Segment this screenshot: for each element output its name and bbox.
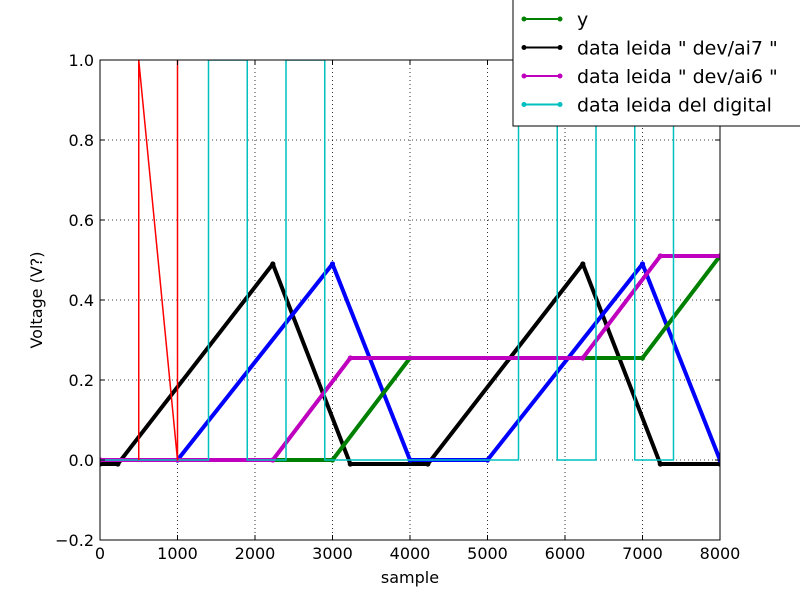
x-tick-label: 7000 (622, 544, 663, 563)
x-tick-label: 4000 (390, 544, 431, 563)
ticks: 0 1000 2000 3000 4000 5000 6000 7000 8000 −0.2 0.0… (55, 51, 740, 563)
series-layer (100, 60, 720, 467)
legend-marker (521, 102, 527, 107)
y-tick-label: 0.0 (69, 451, 94, 470)
legend-marker (557, 45, 563, 50)
series-point (347, 355, 353, 361)
x-tick-label: 6000 (545, 544, 586, 563)
series-point (580, 355, 586, 361)
series-point (347, 461, 353, 467)
legend-label: y (577, 9, 588, 31)
legend-label: data leida " dev/ai6 " (577, 66, 778, 88)
y-axis-label: Voltage (V?) (27, 251, 46, 348)
y-tick-label: −0.2 (55, 531, 94, 550)
y-tick-label: 1.0 (69, 51, 94, 70)
y-tick-label: 0.6 (69, 211, 94, 230)
series-point (717, 253, 720, 259)
series-line-0 (100, 262, 720, 466)
legend-label: data leida del digital (577, 95, 772, 117)
legend-marker (521, 16, 527, 22)
y-tick-label: 0.2 (69, 371, 94, 390)
series-point (639, 261, 646, 267)
x-tick-label: 8000 (700, 544, 741, 563)
series-point (657, 461, 663, 467)
x-tick-label: 3000 (312, 544, 353, 563)
x-tick-label: 1000 (157, 544, 198, 563)
series-point (270, 261, 276, 267)
series-point (115, 461, 121, 467)
y-tick-label: 0.4 (69, 291, 94, 310)
series-line-5 (138, 60, 179, 461)
x-axis-label: sample (381, 568, 439, 587)
legend-marker (557, 73, 563, 79)
legend-marker (521, 45, 527, 50)
series-point (639, 355, 646, 361)
series-point (717, 461, 720, 467)
legend: y data leida " dev/ai7 " data leida " dev/… (512, 0, 800, 127)
series-point (425, 461, 431, 467)
series-point (100, 461, 103, 467)
series-line-3 (100, 254, 720, 462)
series-point (329, 261, 336, 267)
x-tick-label: 0 (95, 544, 105, 563)
series-point (657, 253, 663, 259)
legend-marker (557, 16, 563, 22)
x-tick-label: 5000 (467, 544, 508, 563)
legend-marker (557, 102, 563, 107)
legend-label: data leida " dev/ai7 " (577, 38, 778, 60)
series-point (580, 261, 586, 267)
y-tick-label: 0.8 (69, 131, 94, 150)
series-line-4 (100, 60, 720, 461)
legend-marker (521, 73, 527, 79)
x-tick-label: 2000 (235, 544, 276, 563)
